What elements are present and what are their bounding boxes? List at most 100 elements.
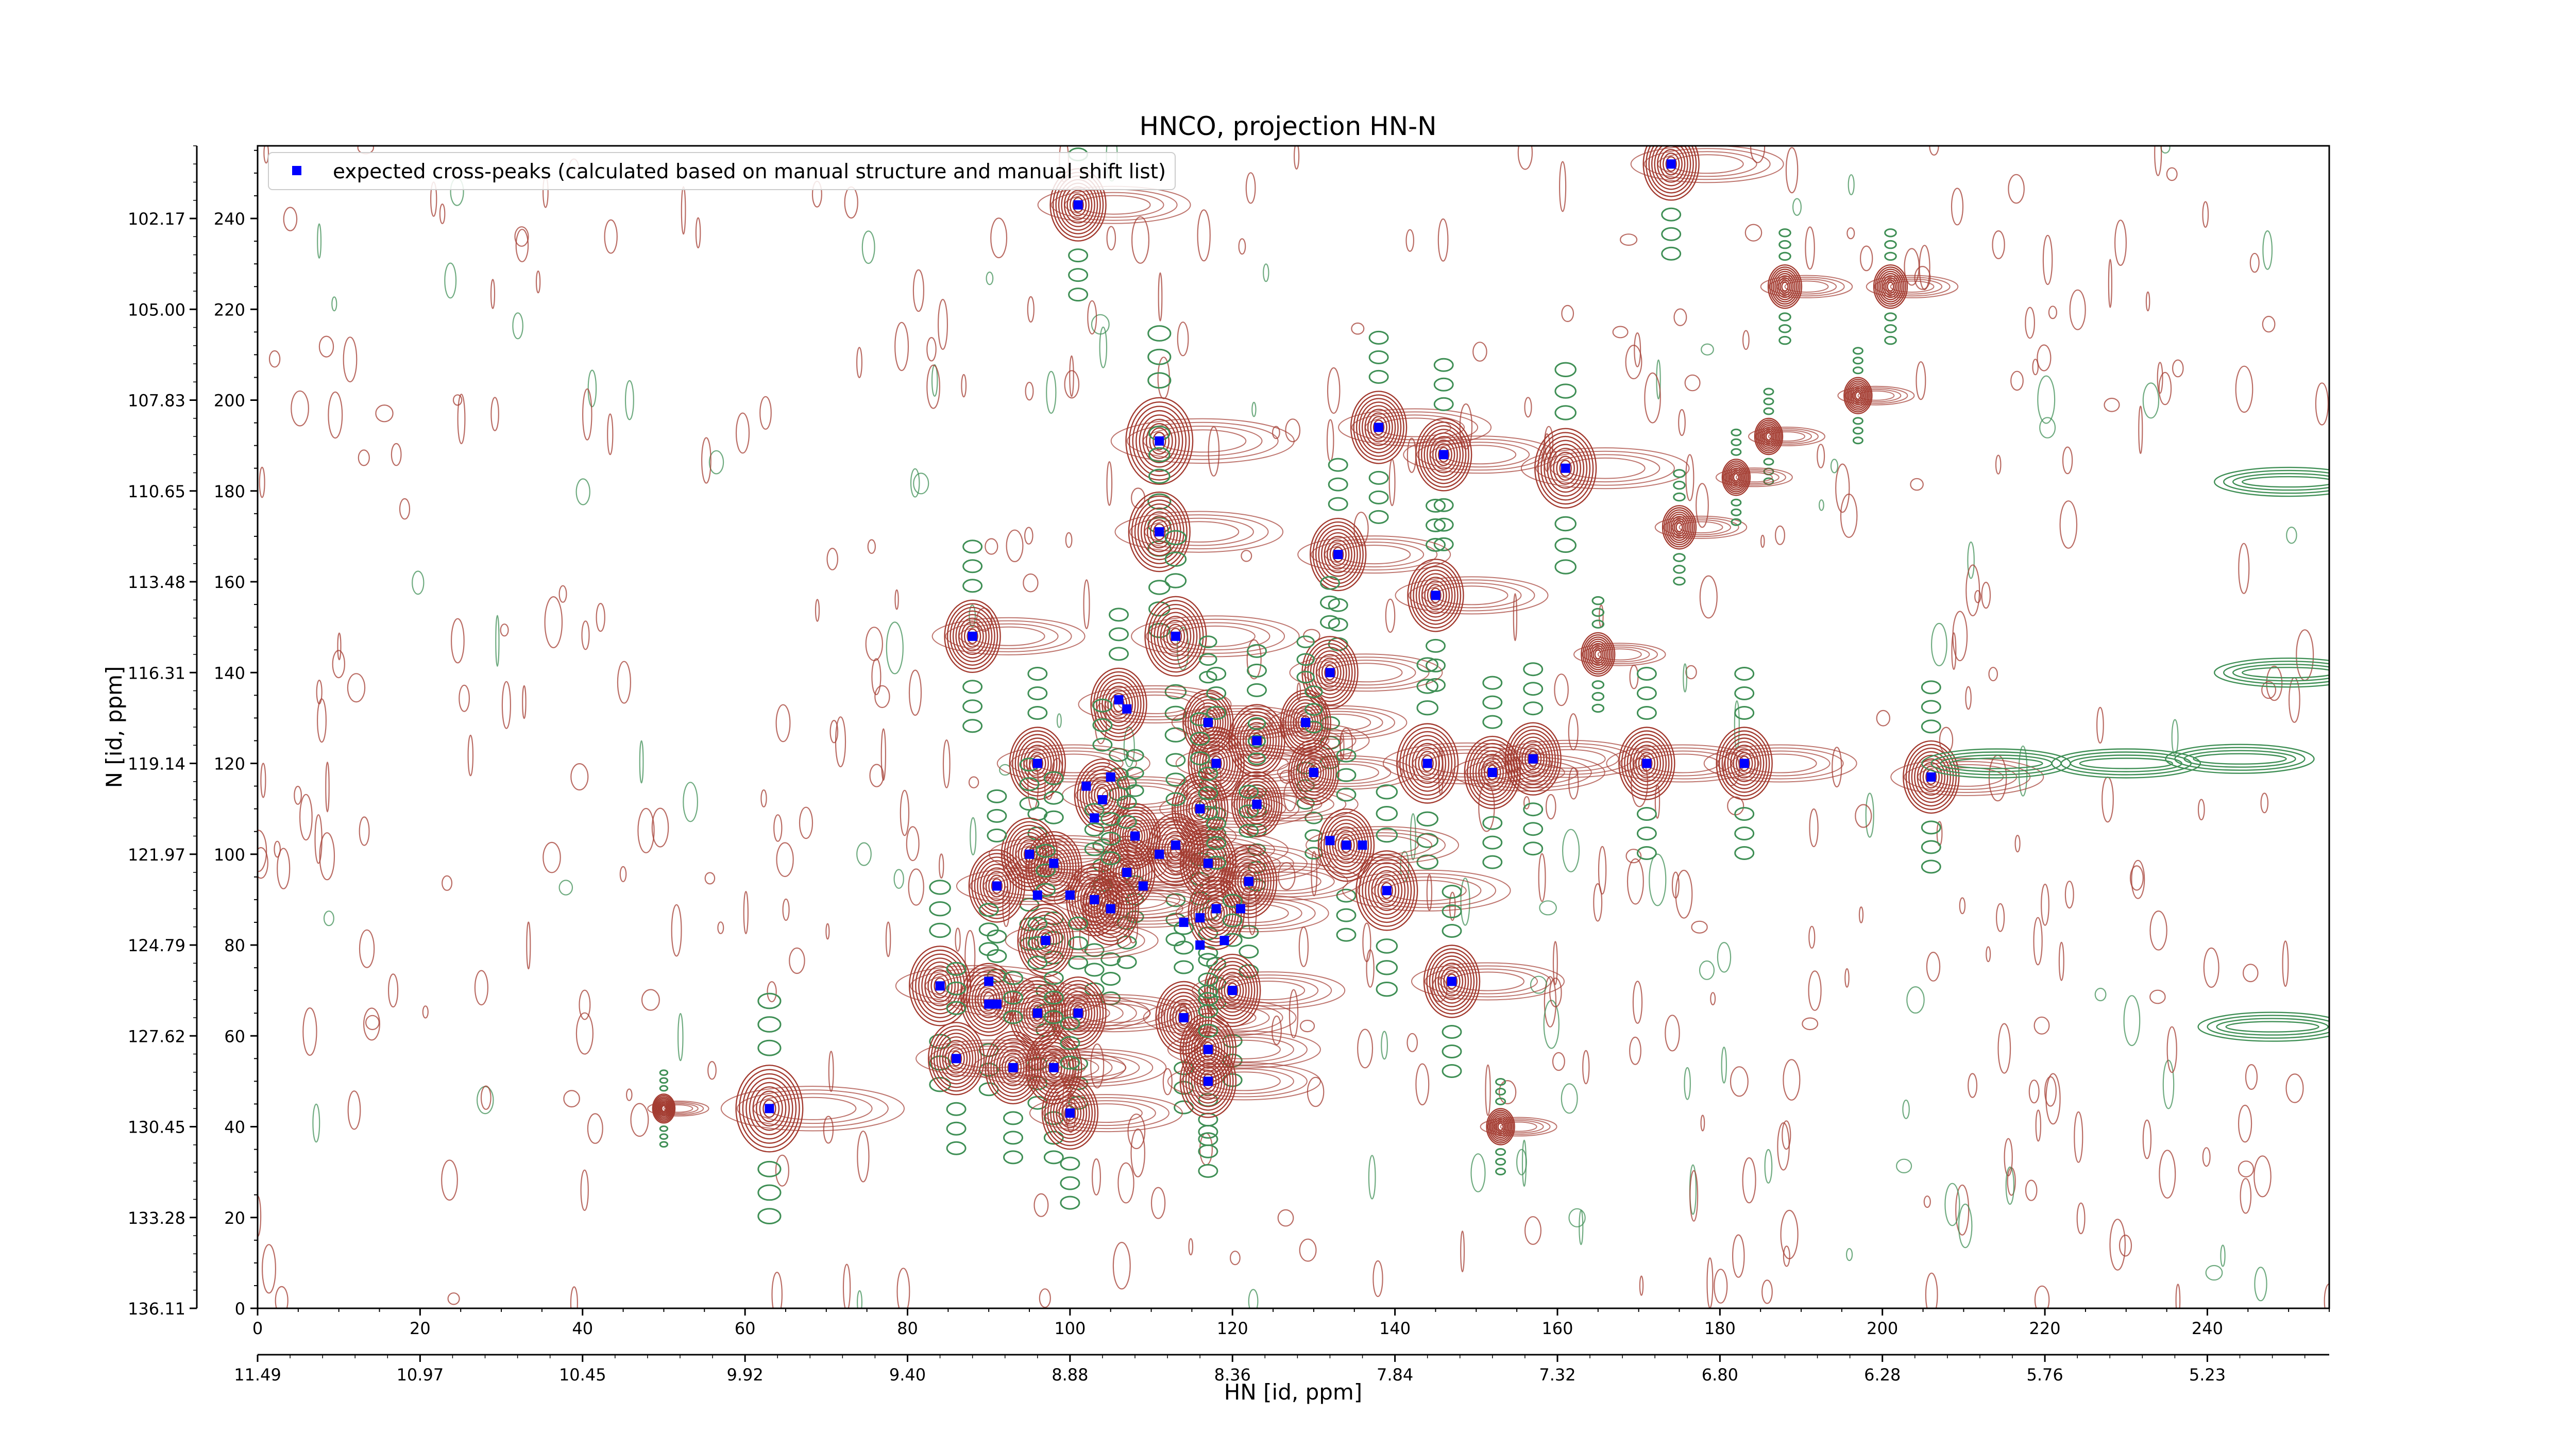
noise-contour — [857, 1290, 862, 1308]
positive-peak-contour — [1618, 727, 1675, 800]
positive-peak-contour — [1090, 883, 1131, 935]
positive-peak-contour — [1029, 752, 1046, 775]
positive-peak-contour — [1096, 675, 1142, 734]
positive-peak-contour — [1063, 994, 1093, 1032]
y-ppm-tick-label: 121.97 — [128, 845, 185, 865]
expected-cross-peak-marker — [1138, 881, 1148, 891]
positive-peak-contour — [1150, 604, 1201, 669]
positive-peak-contour — [1326, 539, 1350, 570]
positive-peak-contour — [1221, 975, 1244, 1006]
peak-contour-group — [1703, 667, 1857, 860]
noise-contour — [2109, 1219, 2126, 1271]
negative-ridge-contour — [1147, 372, 1172, 389]
positive-peak-contour — [1544, 440, 1588, 497]
expected-cross-peak-marker — [1097, 795, 1107, 804]
positive-peak-contour — [985, 871, 1009, 901]
negative-ridge-contour — [1734, 827, 1755, 840]
noise-contour — [2242, 964, 2259, 983]
positive-peak-contour — [1757, 421, 1781, 452]
noise-contour — [294, 785, 302, 805]
peak-contour-group — [1382, 657, 1552, 870]
positive-peak-contour — [1012, 980, 1063, 1047]
noise-contour — [1177, 322, 1189, 357]
positive-peak-contour — [1418, 751, 1437, 776]
noise-contour — [1817, 444, 1825, 468]
negative-ridge-contour — [1523, 701, 1544, 716]
positive-streak-contour — [1904, 761, 2031, 793]
negative-ridge-contour — [659, 1085, 669, 1092]
positive-streak-contour — [1679, 521, 1723, 534]
positive-peak-contour — [1202, 1073, 1214, 1089]
noise-contour — [1775, 525, 1786, 545]
positive-peak-contour — [1104, 685, 1133, 723]
positive-peak-contour — [1917, 758, 1946, 796]
noise-contour — [1916, 361, 1926, 400]
negative-ridge-contour — [659, 1133, 669, 1140]
y-ppm-tick-label: 119.14 — [128, 754, 185, 774]
positive-peak-contour — [1334, 830, 1358, 861]
negative-ridge-contour — [1003, 990, 1023, 1005]
negative-ridge-contour — [1239, 945, 1259, 959]
noise-contour — [1684, 1067, 1691, 1100]
negative-ridge-contour — [1731, 518, 1742, 526]
negative-ridge-contour — [1198, 1124, 1218, 1139]
negative-ridge-contour — [1239, 804, 1259, 819]
noise-contour — [359, 816, 370, 846]
positive-peak-contour — [1758, 423, 1779, 450]
negative-ridge-contour — [1109, 627, 1129, 642]
negative-ridge-contour — [1027, 686, 1048, 700]
positive-peak-contour — [1355, 850, 1418, 931]
positive-streak-contour — [1408, 579, 1535, 612]
positive-peak-contour — [1026, 748, 1049, 779]
noise-contour — [2064, 881, 2074, 909]
noise-contour — [701, 437, 711, 484]
positive-peak-contour — [1492, 1115, 1510, 1138]
noise-contour — [2235, 365, 2253, 413]
noise-contour — [1675, 869, 1693, 919]
noise-contour — [2025, 307, 2036, 339]
negative-ridge-contour — [962, 699, 983, 714]
noise-contour — [986, 271, 994, 285]
positive-peak-contour — [911, 949, 969, 1022]
positive-peak-contour — [1723, 460, 1750, 494]
positive-peak-contour — [1145, 423, 1173, 459]
positive-peak-contour — [1364, 409, 1393, 446]
x-index-tick-label: 120 — [1217, 1319, 1248, 1338]
noise-contour — [894, 322, 909, 372]
positive-peak-contour — [1154, 608, 1198, 665]
negative-band-contour — [1949, 757, 2043, 769]
noise-contour — [1245, 172, 1256, 204]
noise-contour — [1955, 1184, 1970, 1236]
positive-peak-contour — [1582, 634, 1614, 675]
negative-ridge-contour — [1442, 904, 1462, 918]
expected-cross-peak-marker — [1179, 1013, 1189, 1022]
noise-contour — [637, 807, 655, 853]
noise-contour — [544, 596, 563, 648]
positive-peak-contour — [952, 610, 993, 663]
x-ppm-tick-label: 7.32 — [1539, 1365, 1575, 1385]
noise-contour — [2145, 291, 2150, 312]
noise-contour — [1848, 174, 1855, 195]
noise-contour — [1311, 851, 1318, 897]
positive-streak-contour — [1890, 757, 2044, 796]
positive-peak-contour — [1303, 759, 1324, 786]
negative-ridge-contour — [1763, 397, 1774, 406]
peak-contour-group — [720, 992, 905, 1225]
negative-ridge-contour — [1884, 312, 1897, 322]
x-index-tick-label: 60 — [735, 1319, 756, 1338]
negative-ridge-contour — [1554, 362, 1577, 377]
positive-peak-contour — [1191, 797, 1209, 820]
noise-contour — [2262, 230, 2273, 270]
expected-cross-peak-marker — [1155, 436, 1164, 446]
negative-ridge-contour — [1368, 510, 1389, 524]
positive-peak-contour — [660, 1103, 668, 1114]
noise-contour — [1521, 1139, 1527, 1187]
negative-ridge-contour — [1043, 1150, 1064, 1165]
noise-contour — [937, 298, 948, 350]
negative-ridge-contour — [1376, 982, 1398, 997]
noise-contour — [442, 875, 453, 891]
expected-cross-peak-marker — [1203, 1076, 1213, 1086]
positive-streak-contour — [720, 1086, 905, 1132]
noise-contour — [2114, 220, 2127, 266]
positive-peak-contour — [1041, 1076, 1099, 1150]
